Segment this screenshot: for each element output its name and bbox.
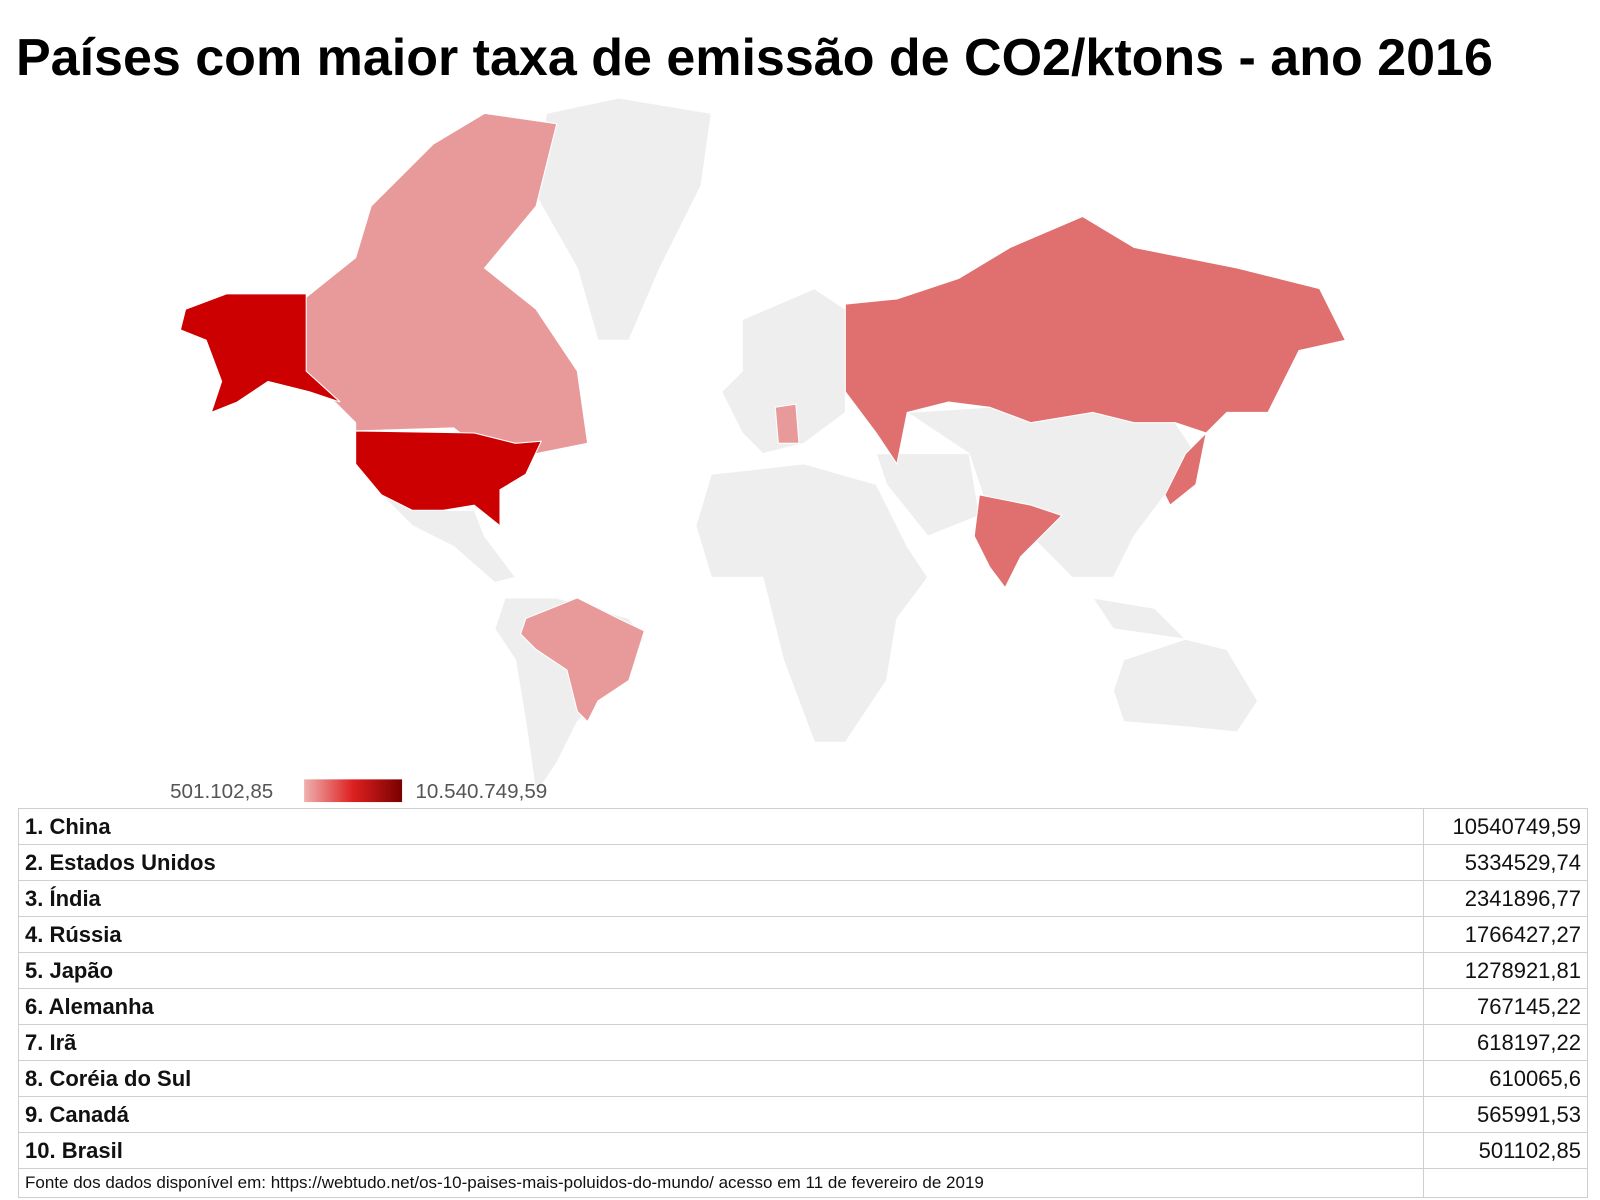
title: Países com maior taxa de emissão de CO2/…	[16, 29, 1493, 87]
country-name: 10. Brasil	[18, 1132, 1424, 1169]
brazil	[520, 597, 645, 723]
emission-value: 618197,22	[1423, 1024, 1588, 1061]
emission-value: 565991,53	[1423, 1096, 1588, 1133]
legend-max-label: 10.540.749,59	[415, 780, 547, 803]
emission-value: 767145,22	[1423, 988, 1588, 1025]
table-row: 9. Canadá 565991,53	[18, 1096, 1588, 1133]
emission-value: 10540749,59	[1423, 808, 1588, 845]
legend-min-label: 501.102,85	[170, 780, 273, 803]
australia	[1112, 638, 1259, 733]
russia	[844, 215, 1347, 466]
germany	[774, 403, 800, 444]
usa	[355, 430, 543, 527]
table-row: 5. Japão 1278921,81	[18, 952, 1588, 989]
greenland	[535, 97, 712, 341]
table-row: 1. China 10540749,59	[18, 808, 1588, 845]
country-name: 1. China	[18, 808, 1424, 845]
emission-value: 1278921,81	[1423, 952, 1588, 989]
country-name: 6. Alemanha	[18, 988, 1424, 1025]
southeast-asia	[1091, 597, 1188, 640]
middle-east	[875, 453, 980, 537]
country-name: 8. Coréia do Sul	[18, 1060, 1424, 1097]
emission-value: 610065,6	[1423, 1060, 1588, 1097]
table-row: 2. Estados Unidos 5334529,74	[18, 844, 1588, 881]
country-name: 9. Canadá	[18, 1096, 1424, 1133]
alaska	[179, 293, 341, 414]
emission-value: 2341896,77	[1423, 880, 1588, 917]
empty-cell	[1423, 1168, 1588, 1198]
ranking-table: 1. China 10540749,59 2. Estados Unidos 5334…	[18, 808, 1588, 1198]
table-row: 6. Alemanha 767145,22	[18, 988, 1588, 1025]
legend-gradient	[304, 779, 403, 803]
japan	[1164, 431, 1208, 506]
country-name: 4. Rússia	[18, 916, 1424, 953]
emission-value: 5334529,74	[1423, 844, 1588, 881]
table-row: 7. Irã 618197,22	[18, 1024, 1588, 1061]
canada	[303, 112, 589, 455]
central-america	[379, 493, 517, 584]
africa	[695, 463, 929, 743]
footnote-row: Fonte dos dados disponível em: https://w…	[18, 1168, 1588, 1198]
footnote: Fonte dos dados disponível em: https://w…	[18, 1168, 1424, 1198]
country-name: 7. Irã	[18, 1024, 1424, 1061]
country-name: 2. Estados Unidos	[18, 844, 1424, 881]
emission-value: 501102,85	[1423, 1132, 1588, 1169]
table-row: 3. Índia 2341896,77	[18, 880, 1588, 917]
europe	[721, 288, 846, 455]
emission-value: 1766427,27	[1423, 916, 1588, 953]
country-name: 3. Índia	[18, 880, 1424, 917]
table-row: 4. Rússia 1766427,27	[18, 916, 1588, 953]
india	[973, 494, 1063, 589]
table-row: 10. Brasil 501102,85	[18, 1132, 1588, 1169]
table-row: 8. Coréia do Sul 610065,6	[18, 1060, 1588, 1097]
country-name: 5. Japão	[18, 952, 1424, 989]
